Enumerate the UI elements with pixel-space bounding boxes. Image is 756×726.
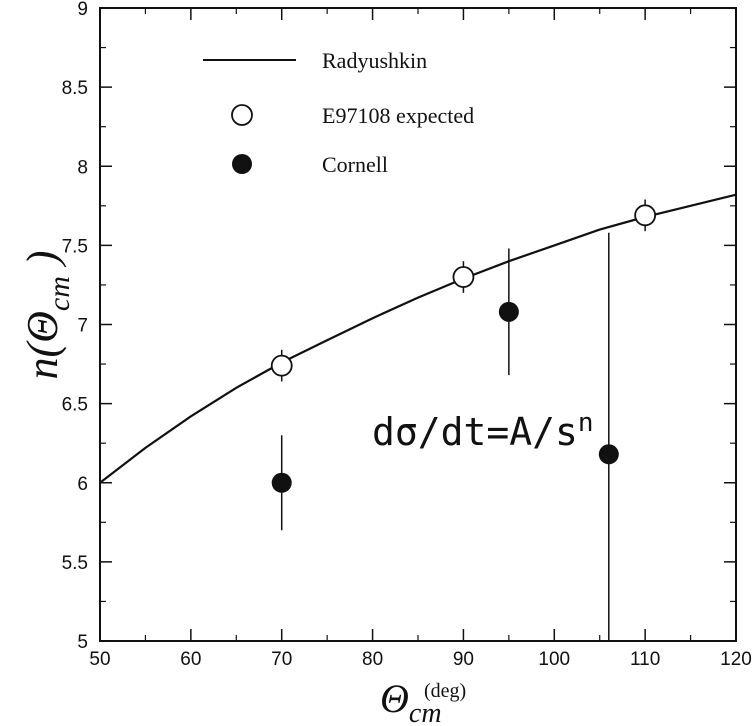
legend-label-radyushkin: Radyushkin: [322, 48, 427, 73]
radyushkin-curve: [99, 193, 737, 484]
e97108-point: [634, 204, 657, 227]
y-tick-label: 9: [77, 0, 88, 20]
legend-label-e97108: E97108 expected: [322, 103, 474, 128]
y-tick-label: 5: [77, 632, 88, 653]
y-axis-label: n(Θcm ): [18, 250, 76, 379]
y-tick-label: 8: [77, 157, 88, 178]
legend-label-cornell: Cornell: [322, 152, 388, 177]
svg-text:n(Θcm ): n(Θcm ): [18, 250, 76, 379]
axis-ticks: 50 60 70 80 90 100 110 120 5 5.5 6 6.5 7 7.5 8 8.5 9: [62, 0, 752, 670]
x-tick-label: 60: [180, 649, 201, 670]
y-tick-label: 6.5: [62, 395, 88, 416]
theory-curve-group: [99, 193, 737, 484]
y-tick-label: 8.5: [62, 78, 88, 99]
x-tick-label: 80: [362, 649, 383, 670]
cornell-point: [271, 472, 292, 493]
y-tick-label: 7.5: [62, 236, 88, 257]
legend-open-circle-marker: [231, 104, 253, 126]
cornell-point: [598, 444, 619, 465]
legend: Radyushkin E97108 expected Cornell: [203, 48, 474, 177]
e97108-point: [452, 266, 475, 288]
svg-text:Θcm: Θcm: [380, 676, 442, 726]
x-tick-label: 70: [271, 649, 292, 670]
y-tick-label: 5.5: [62, 553, 88, 574]
x-axis-unit: (deg): [424, 680, 466, 702]
x-tick-label: 50: [89, 649, 110, 670]
x-tick-label: 120: [720, 649, 752, 670]
y-tick-label: 7: [77, 316, 88, 337]
cornell-point: [498, 301, 519, 322]
x-tick-label: 100: [538, 649, 570, 670]
x-tick-label: 90: [453, 649, 474, 670]
y-tick-label: 6: [77, 474, 88, 495]
data-points-group: [270, 199, 657, 641]
e97108-point: [270, 354, 293, 377]
x-tick-label: 110: [630, 649, 660, 670]
formula-annotation: dσ/dt=A/sn: [372, 408, 594, 454]
x-axis-label: Θcm (deg): [380, 676, 466, 726]
legend-filled-circle-marker: [232, 154, 252, 174]
